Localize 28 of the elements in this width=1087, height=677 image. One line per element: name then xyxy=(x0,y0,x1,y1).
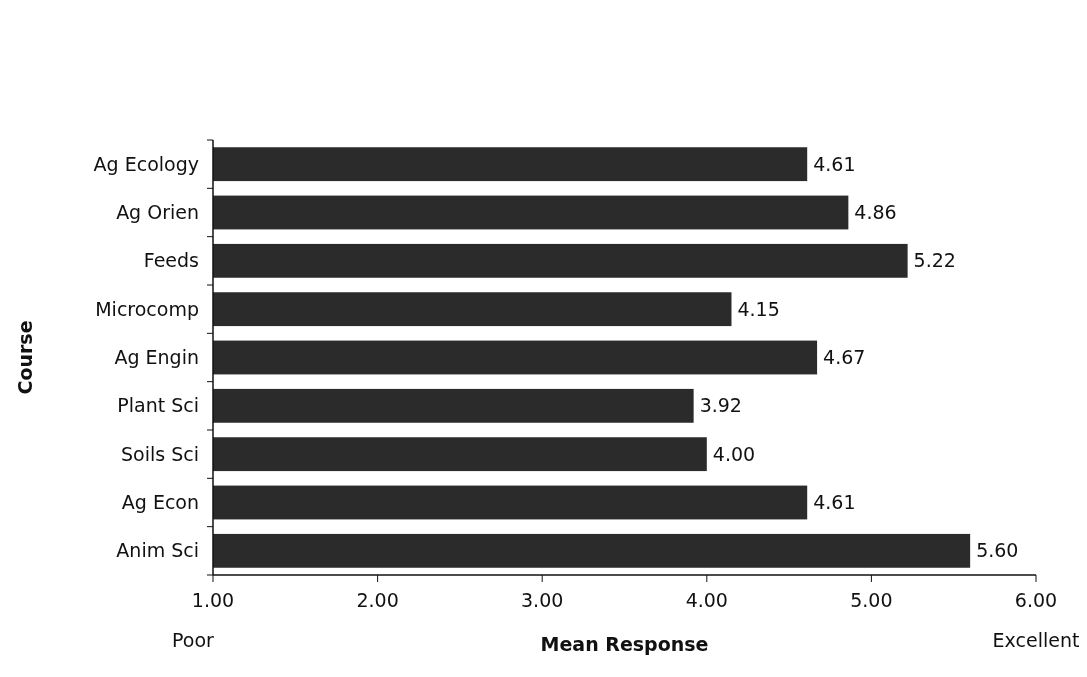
y-tick-label: Anim Sci xyxy=(116,539,199,562)
text: Poor xyxy=(172,629,215,651)
data-label: 5.22 xyxy=(913,249,956,272)
x-tick-label: 2.00 xyxy=(356,589,399,611)
data-label: 3.92 xyxy=(699,394,742,417)
y-axis-title: Course xyxy=(14,320,36,395)
y-tick-label: Feeds xyxy=(143,249,199,272)
x-tick-label: 6.00 xyxy=(1014,589,1058,611)
y-tick-label: Ag Engin xyxy=(114,346,199,369)
x-tick-label: 3.00 xyxy=(521,589,564,611)
data-label: 4.00 xyxy=(712,442,756,465)
data-label: 4.61 xyxy=(813,152,856,175)
data-label: 4.61 xyxy=(813,491,856,514)
x-tick-label: 5.00 xyxy=(850,589,893,611)
x-axis-title: Mean Response xyxy=(540,633,709,655)
data-label: 4.15 xyxy=(737,297,780,320)
y-tick-label: Ag Ecology xyxy=(93,152,199,175)
y-tick-label: Microcomp xyxy=(95,297,199,320)
data-label: 4.86 xyxy=(854,201,897,224)
x-tick-label: 1.00 xyxy=(191,589,235,611)
text: Excellent xyxy=(992,629,1080,651)
data-label: 5.60 xyxy=(976,539,1019,562)
y-tick-label: Plant Sci xyxy=(117,394,199,417)
data-label: 4.67 xyxy=(823,346,866,369)
y-tick-label: Ag Orien xyxy=(116,201,199,224)
y-tick-label: Soils Sci xyxy=(121,442,199,465)
y-tick-label: Ag Econ xyxy=(121,491,199,514)
x-tick-label: 4.00 xyxy=(685,589,728,611)
